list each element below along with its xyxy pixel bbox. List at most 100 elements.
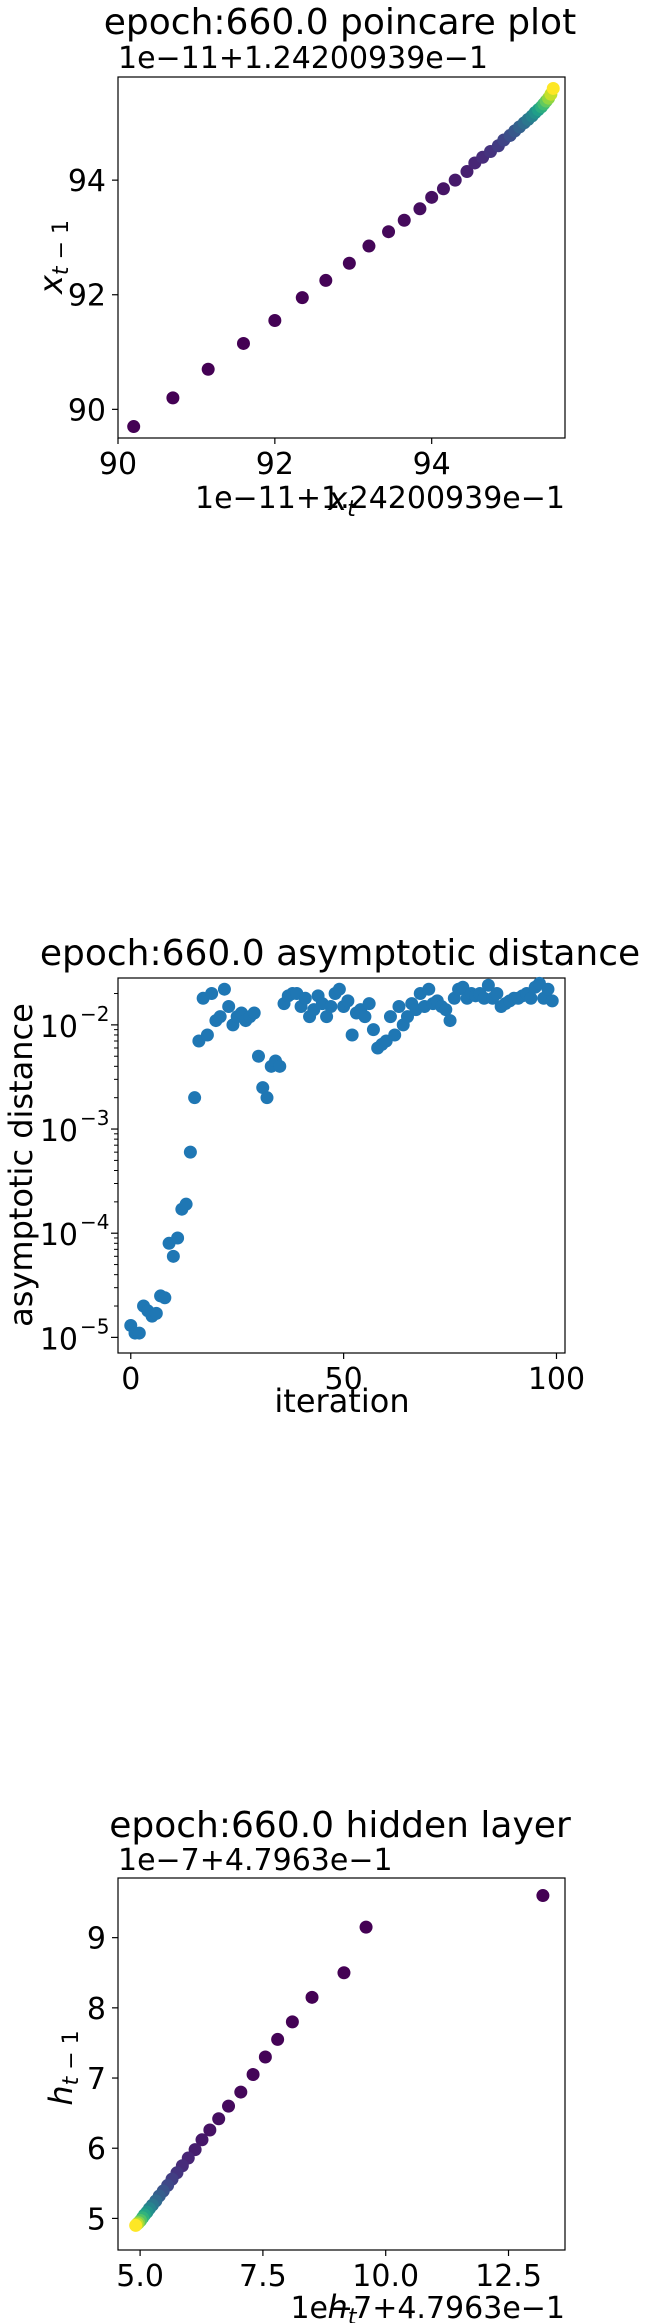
data-point	[203, 2123, 217, 2137]
x-tick-label: 7.5	[239, 2259, 287, 2294]
data-point	[201, 362, 215, 376]
x-tick-label: 5.0	[116, 2259, 164, 2294]
asymptotic-distance-panel: epoch:660.0 asymptotic distance 0 50 100 1…	[2, 933, 640, 1420]
x-tick-label: 0	[121, 1362, 140, 1397]
data-point	[324, 1000, 338, 1014]
data-point	[222, 2099, 236, 2113]
data-point	[342, 256, 356, 270]
data-point	[541, 982, 555, 996]
y-tick-label: 10	[40, 1322, 78, 1357]
data-point	[213, 1010, 227, 1024]
y-tick-label: 8	[87, 1992, 106, 2027]
data-point	[524, 991, 538, 1005]
y-tick-label: 7	[87, 2062, 106, 2097]
data-point	[332, 982, 346, 996]
data-point	[422, 982, 436, 996]
data-point	[234, 2085, 248, 2099]
data-point	[319, 273, 333, 287]
chart-title: epoch:660.0 hidden layer	[109, 1805, 571, 1846]
data-point	[200, 1028, 214, 1042]
y-axis-ticks: 5 6 7 8 9	[87, 1922, 118, 2237]
data-point	[251, 1049, 265, 1063]
data-point	[132, 1326, 146, 1340]
y-tick-label: 94	[68, 164, 106, 199]
data-point	[271, 2032, 285, 2046]
data-point	[345, 1028, 359, 1042]
x-offset-label: 1e−11+1.24200939e−1	[195, 481, 565, 516]
scatter-points	[129, 1889, 550, 2232]
data-point	[341, 994, 355, 1008]
data-point	[195, 2133, 209, 2147]
data-point	[258, 2050, 272, 2064]
plot-frame	[117, 76, 566, 439]
data-point	[358, 1010, 372, 1024]
data-point	[166, 1249, 180, 1263]
data-point	[481, 978, 495, 992]
data-point	[179, 1197, 193, 1211]
plot-frame	[117, 1877, 566, 2251]
data-point	[212, 2112, 226, 2126]
y-tick-exponent: −4	[80, 1210, 109, 1234]
x-tick-label: 50	[325, 1362, 363, 1397]
y-tick-exponent: −3	[80, 1106, 109, 1130]
x-tick-label: 94	[413, 447, 451, 482]
y-offset-label: 1e−11+1.24200939e−1	[118, 41, 488, 76]
x-axis-ticks: 5.0 7.5 10.0 12.5	[116, 2250, 542, 2294]
data-point	[246, 2068, 260, 2082]
data-point	[158, 1291, 172, 1305]
data-point	[295, 291, 309, 305]
data-point	[337, 1966, 351, 1980]
data-point	[188, 1091, 202, 1105]
x-axis-label: iteration	[274, 1382, 409, 1420]
x-axis-label: xt	[327, 480, 357, 522]
data-point	[439, 1003, 453, 1017]
data-point	[222, 1000, 236, 1014]
y-tick-label: 9	[87, 1922, 106, 1957]
data-point	[273, 1059, 287, 1073]
data-point	[320, 1010, 334, 1024]
chart-title: epoch:660.0 poincare plot	[104, 2, 576, 43]
x-axis-ticks: 90 92 94	[99, 438, 451, 482]
data-point	[425, 190, 439, 204]
data-point	[166, 391, 180, 405]
data-point	[256, 1081, 270, 1095]
data-point	[392, 1000, 406, 1014]
data-point	[247, 1006, 261, 1020]
x-axis-label: ht	[328, 2288, 358, 2323]
data-point	[260, 1091, 274, 1105]
data-point	[217, 982, 231, 996]
data-point	[236, 336, 250, 350]
data-point	[383, 1010, 397, 1024]
data-point	[397, 213, 411, 227]
y-axis-label: asymptotic distance	[2, 1003, 40, 1327]
data-point	[285, 2015, 299, 2029]
x-tick-label: 90	[99, 447, 137, 482]
y-offset-label: 1e−7+4.7963e−1	[118, 1843, 393, 1878]
chart-title: epoch:660.0 asymptotic distance	[40, 933, 640, 974]
data-point	[460, 165, 474, 179]
data-point	[388, 1028, 402, 1042]
y-tick-label: 90	[68, 393, 106, 428]
data-point	[149, 1306, 163, 1320]
x-tick-label: 12.5	[475, 2259, 542, 2294]
x-offset-label: 1e−7+4.7963e−1	[290, 2291, 565, 2323]
y-tick-label: 10	[40, 1010, 78, 1045]
data-point	[171, 1231, 185, 1245]
scatter-points	[124, 976, 559, 1340]
data-point	[205, 987, 219, 1001]
y-tick-label: 6	[87, 2132, 106, 2167]
data-point	[362, 997, 376, 1011]
data-point	[183, 1145, 197, 1159]
y-tick-label: 92	[68, 279, 106, 314]
data-point	[362, 239, 376, 253]
data-point	[448, 173, 462, 187]
poincare-plot-panel: epoch:660.0 poincare plot 1e−11+1.242009…	[32, 2, 576, 522]
data-point	[359, 1920, 373, 1934]
data-point	[129, 2218, 143, 2232]
scatter-points	[127, 81, 560, 434]
data-point	[305, 1990, 319, 2004]
data-point	[413, 202, 427, 216]
y-tick-label: 10	[40, 1218, 78, 1253]
x-tick-label: 10.0	[352, 2259, 419, 2294]
